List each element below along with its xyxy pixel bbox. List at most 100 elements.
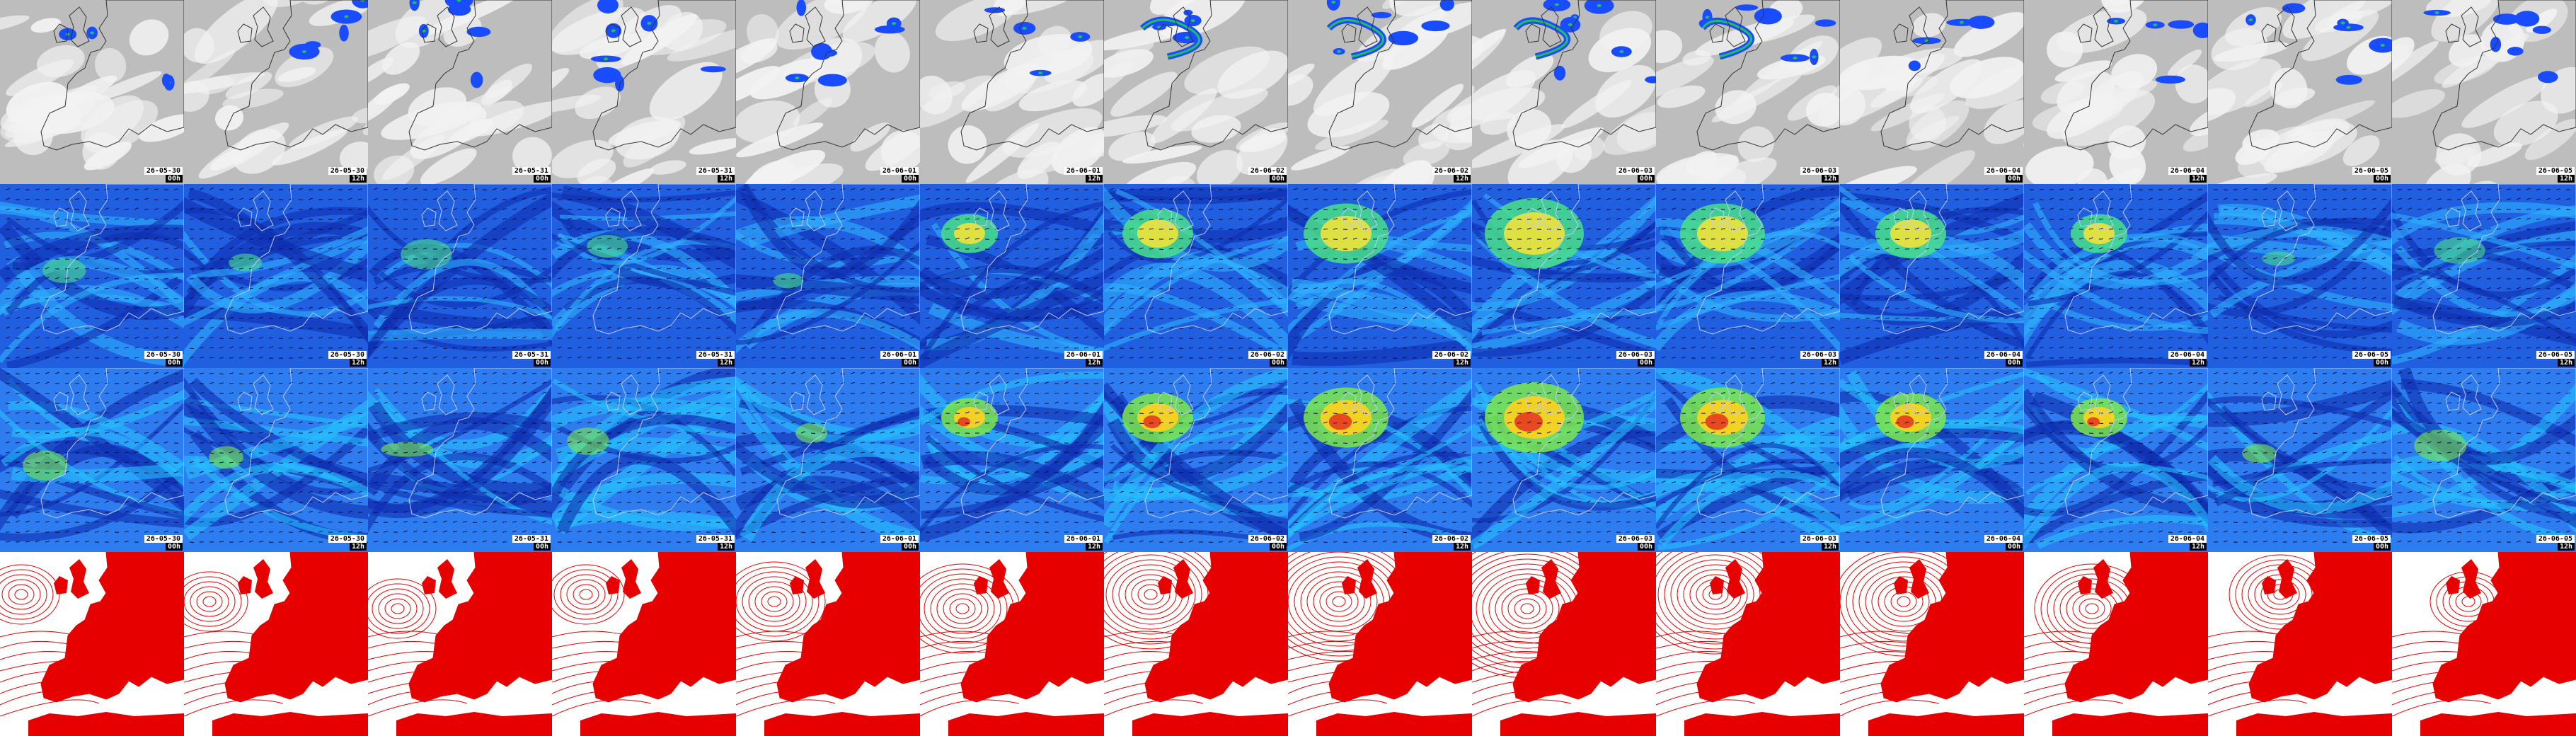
clouds-field-map	[1472, 0, 1656, 184]
map-tile-pressure-4	[736, 552, 920, 736]
map-tile-wind-low-5: 26-06-01 12h	[920, 184, 1104, 368]
valid-time-stamp: 26-06-02 12h	[1432, 535, 1471, 551]
valid-hour-label: 00h	[533, 175, 551, 183]
map-tile-wind-low-9: 26-06-03 12h	[1656, 184, 1840, 368]
map-tile-wind-low-4: 26-06-01 00h	[736, 184, 920, 368]
valid-time-stamp: 26-05-30 12h	[328, 167, 367, 183]
valid-date-label: 26-06-02	[1248, 167, 1287, 175]
valid-date-label: 26-06-02	[1432, 535, 1471, 543]
valid-date-label: 26-06-05	[2536, 167, 2575, 175]
pressure-field-map	[1104, 552, 1288, 736]
valid-hour-label: 00h	[165, 359, 183, 367]
valid-date-label: 26-06-03	[1800, 167, 1839, 175]
valid-date-label: 26-06-03	[1616, 167, 1655, 175]
valid-date-label: 26-06-02	[1248, 535, 1287, 543]
wind-high-field-map	[2208, 368, 2392, 552]
map-tile-clouds-3: 26-05-31 12h	[552, 0, 736, 184]
map-tile-wind-high-5: 26-06-01 12h	[920, 368, 1104, 552]
valid-hour-label: 00h	[2373, 543, 2391, 551]
valid-date-label: 26-06-02	[1248, 351, 1287, 359]
valid-hour-label: 12h	[349, 543, 367, 551]
valid-hour-label: 12h	[2557, 175, 2575, 183]
valid-time-stamp: 26-06-01 00h	[880, 351, 919, 367]
valid-date-label: 26-05-30	[144, 167, 183, 175]
valid-hour-label: 12h	[1453, 543, 1471, 551]
valid-hour-label: 00h	[1269, 175, 1287, 183]
wind-low-field-map	[1104, 184, 1288, 368]
valid-time-stamp: 26-06-05 12h	[2536, 351, 2575, 367]
map-tile-wind-low-0: 26-05-30 00h	[0, 184, 184, 368]
valid-hour-label: 12h	[1085, 175, 1103, 183]
map-tile-clouds-4: 26-06-01 00h	[736, 0, 920, 184]
wind-low-field-map	[1840, 184, 2024, 368]
valid-time-stamp: 26-05-30 00h	[144, 167, 183, 183]
wind-high-field-map	[368, 368, 552, 552]
valid-date-label: 26-06-05	[2352, 167, 2391, 175]
valid-date-label: 26-06-03	[1616, 535, 1655, 543]
pressure-field-map	[2024, 552, 2208, 736]
valid-time-stamp: 26-06-02 12h	[1432, 167, 1471, 183]
valid-time-stamp: 26-06-02 12h	[1432, 351, 1471, 367]
valid-hour-label: 12h	[717, 175, 735, 183]
valid-time-stamp: 26-05-31 00h	[512, 535, 551, 551]
map-tile-wind-high-1: 26-05-30 12h	[184, 368, 368, 552]
valid-time-stamp: 26-06-03 12h	[1800, 351, 1839, 367]
valid-time-stamp: 26-06-03 12h	[1800, 535, 1839, 551]
wind-high-field-map	[184, 368, 368, 552]
clouds-field-map	[2208, 0, 2392, 184]
valid-date-label: 26-05-31	[512, 167, 551, 175]
valid-hour-label: 00h	[2005, 175, 2023, 183]
map-tile-pressure-12	[2208, 552, 2392, 736]
clouds-field-map	[1288, 0, 1472, 184]
valid-date-label: 26-05-30	[328, 535, 367, 543]
clouds-field-map	[1840, 0, 2024, 184]
valid-time-stamp: 26-06-04 00h	[1984, 351, 2023, 367]
valid-hour-label: 00h	[901, 359, 919, 367]
wind-low-field-map	[1472, 184, 1656, 368]
valid-hour-label: 12h	[349, 175, 367, 183]
valid-hour-label: 12h	[349, 359, 367, 367]
map-tile-pressure-8	[1472, 552, 1656, 736]
valid-time-stamp: 26-05-31 12h	[696, 535, 735, 551]
pressure-field-map	[368, 552, 552, 736]
valid-time-stamp: 26-06-04 12h	[2168, 167, 2207, 183]
clouds-field-map	[368, 0, 552, 184]
wind-low-field-map	[2392, 184, 2576, 368]
valid-time-stamp: 26-05-31 12h	[696, 351, 735, 367]
pressure-field-map	[2208, 552, 2392, 736]
pressure-field-map	[184, 552, 368, 736]
wind-high-field-map	[0, 368, 184, 552]
wind-high-field-map	[1840, 368, 2024, 552]
wind-low-field-map	[2024, 184, 2208, 368]
map-tile-wind-high-8: 26-06-03 00h	[1472, 368, 1656, 552]
clouds-field-map	[736, 0, 920, 184]
valid-time-stamp: 26-06-05 12h	[2536, 167, 2575, 183]
map-tile-wind-high-7: 26-06-02 12h	[1288, 368, 1472, 552]
valid-date-label: 26-06-02	[1432, 167, 1471, 175]
valid-time-stamp: 26-06-04 12h	[2168, 535, 2207, 551]
map-tile-clouds-11: 26-06-04 12h	[2024, 0, 2208, 184]
valid-time-stamp: 26-06-02 00h	[1248, 351, 1287, 367]
map-tile-wind-low-3: 26-05-31 12h	[552, 184, 736, 368]
wind-low-field-map	[368, 184, 552, 368]
valid-date-label: 26-05-30	[328, 167, 367, 175]
map-tile-pressure-13	[2392, 552, 2576, 736]
valid-time-stamp: 26-05-30 12h	[328, 535, 367, 551]
valid-hour-label: 00h	[1269, 359, 1287, 367]
pressure-field-map	[552, 552, 736, 736]
valid-time-stamp: 26-06-03 00h	[1616, 351, 1655, 367]
valid-hour-label: 12h	[2189, 543, 2207, 551]
wind-high-field-map	[1288, 368, 1472, 552]
valid-date-label: 26-05-30	[328, 351, 367, 359]
valid-hour-label: 12h	[1085, 543, 1103, 551]
map-tile-wind-low-2: 26-05-31 00h	[368, 184, 552, 368]
valid-hour-label: 00h	[533, 359, 551, 367]
valid-hour-label: 12h	[1821, 543, 1839, 551]
map-tile-wind-high-6: 26-06-02 00h	[1104, 368, 1288, 552]
map-tile-clouds-10: 26-06-04 00h	[1840, 0, 2024, 184]
wind-low-field-map	[1288, 184, 1472, 368]
wind-high-field-map	[2392, 368, 2576, 552]
map-tile-clouds-2: 26-05-31 00h	[368, 0, 552, 184]
map-tile-wind-low-10: 26-06-04 00h	[1840, 184, 2024, 368]
clouds-field-map	[184, 0, 368, 184]
